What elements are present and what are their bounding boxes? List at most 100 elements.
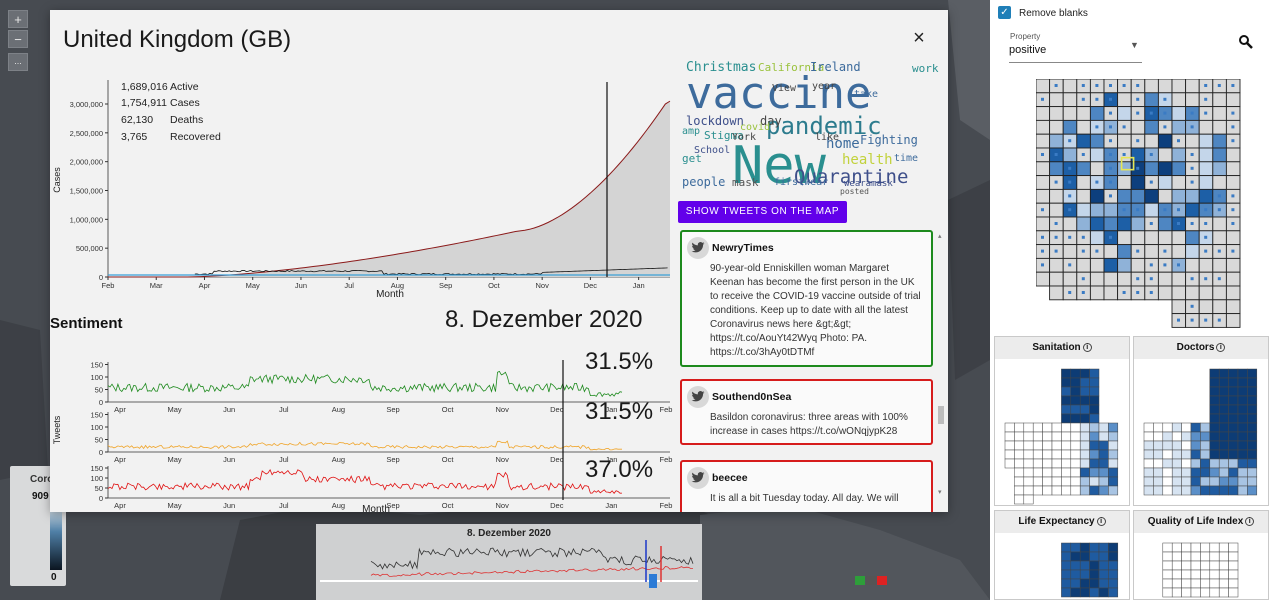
grid-cell [1212,230,1227,246]
mini-map-sanitation[interactable]: Sanitation i [994,336,1130,506]
grid-cell [1117,271,1132,287]
mini-cell [1108,551,1119,562]
word-cloud-word: get [682,152,702,165]
info-icon[interactable]: i [1216,343,1226,352]
grid-dot [1231,139,1235,143]
mini-cell [1153,476,1164,487]
mini-map-quality-of-life[interactable]: Quality of Life Index i [1133,510,1269,600]
mini-cell [1218,431,1229,442]
stop-icon[interactable] [877,576,887,585]
property-select[interactable]: positive [1009,44,1047,56]
grid-dot [1081,97,1085,101]
tweet-username[interactable]: Southend0nSea [712,391,792,403]
mini-cell [1162,551,1173,562]
mini-map-life-expectancy[interactable]: Life Expectancy i [994,510,1130,600]
grid-dot [1190,166,1194,170]
mini-cell [1209,578,1220,589]
tweet-scrollbar[interactable]: ▴ ▾ [936,232,946,512]
pause-icon[interactable] [866,576,876,585]
grid-dot [1041,263,1044,267]
mini-cell [1108,467,1119,478]
grid-cell [1036,79,1051,94]
tweet-username[interactable]: beecee [712,472,748,484]
mini-cell [1200,422,1211,433]
mini-cell [1061,587,1072,598]
tweet-card[interactable]: NewryTimes 90-year-old Enniskillen woman… [680,230,933,367]
grid-dot [1149,263,1153,267]
mini-cell [1089,440,1100,451]
mini-cell [1200,569,1211,580]
mini-map-doctors[interactable]: Doctors i [1133,336,1269,506]
scroll-thumb[interactable] [938,406,944,424]
word-cloud-word: Quarantine [794,166,909,188]
cases-chart[interactable]: 0 500,000 1,000,000 1,500,000 2,000,000 2,500… [50,10,675,300]
grid-dot [1217,277,1221,281]
mini-cell [1023,449,1034,460]
mini-cell [1228,413,1239,424]
mini-cell [1162,569,1173,580]
tweet-card[interactable]: Southend0nSea Basildon coronavirus: thre… [680,379,933,445]
grid-cell [1171,161,1187,177]
search-icon[interactable] [1238,34,1254,50]
mini-cell [1171,569,1182,580]
grid-cell [1103,285,1119,301]
mini-cell [1171,542,1182,553]
mini-cell [1153,440,1164,451]
mini-cell [1153,485,1164,496]
mini-cell [1162,467,1173,478]
close-button[interactable]: × [913,27,925,49]
grid-dot [1136,139,1140,143]
word-cloud-word: year [812,81,837,92]
grid-cell [1185,188,1200,204]
mini-cell [1218,449,1229,460]
timeline-play-controls[interactable] [855,576,887,585]
grid-cell [1198,175,1214,190]
grid-dot [1122,291,1126,294]
x-tick-label: Oct [488,281,501,290]
more-options-button[interactable]: ... [8,53,28,71]
mini-cell [1108,422,1119,433]
info-icon[interactable]: i [1082,343,1092,352]
mini-cell [1079,578,1090,589]
timeline-chart[interactable] [316,524,702,600]
grid-cell [1062,119,1078,135]
x-tick-label: Oct [442,405,455,414]
x-tick-label: Feb [102,281,115,290]
mini-cell [1079,431,1090,442]
tweet-card[interactable]: beecee It is all a bit Tuesday today. Al… [680,460,933,512]
mini-cell [1098,458,1109,469]
show-tweets-button[interactable]: SHOW TWEETS ON THE MAP [678,201,847,223]
tweet-list[interactable]: NewryTimes 90-year-old Enniskillen woman… [680,230,935,512]
grid-cell [1130,216,1146,232]
stat-deaths-value: 62,130 [121,114,154,126]
x-tick-label: Dec [550,455,564,464]
scroll-down-icon[interactable]: ▾ [938,489,942,496]
grid-cell [1157,133,1173,149]
mini-cell [1089,560,1100,571]
play-icon[interactable] [855,576,865,585]
grid-cell [1076,161,1091,177]
timeline-handle[interactable] [649,574,657,588]
grid-cell [1144,188,1159,204]
chevron-down-icon[interactable]: ▼ [1130,40,1139,50]
grid-cell [1049,188,1064,204]
zoom-in-button[interactable]: + [8,10,28,28]
mini-cell [1237,485,1248,496]
timeline-widget[interactable]: 8. Dezember 2020 [316,524,702,600]
zoom-out-button[interactable]: − [8,30,28,48]
mini-cell [1108,440,1119,451]
property-grid-map[interactable] [1036,79,1244,331]
mini-cell [1061,413,1072,424]
info-icon[interactable]: i [1245,517,1255,526]
grid-cell [1062,271,1078,287]
mini-cell [1218,422,1229,433]
mini-cell [1171,440,1182,451]
remove-blanks-checkbox[interactable]: ✓ [998,6,1011,19]
info-icon[interactable]: i [1096,517,1106,526]
tweet-username[interactable]: NewryTimes [712,242,774,254]
mini-cell [1023,476,1034,487]
grid-cell [1049,257,1064,273]
scroll-up-icon[interactable]: ▴ [938,233,942,240]
mini-cell [1162,485,1173,496]
